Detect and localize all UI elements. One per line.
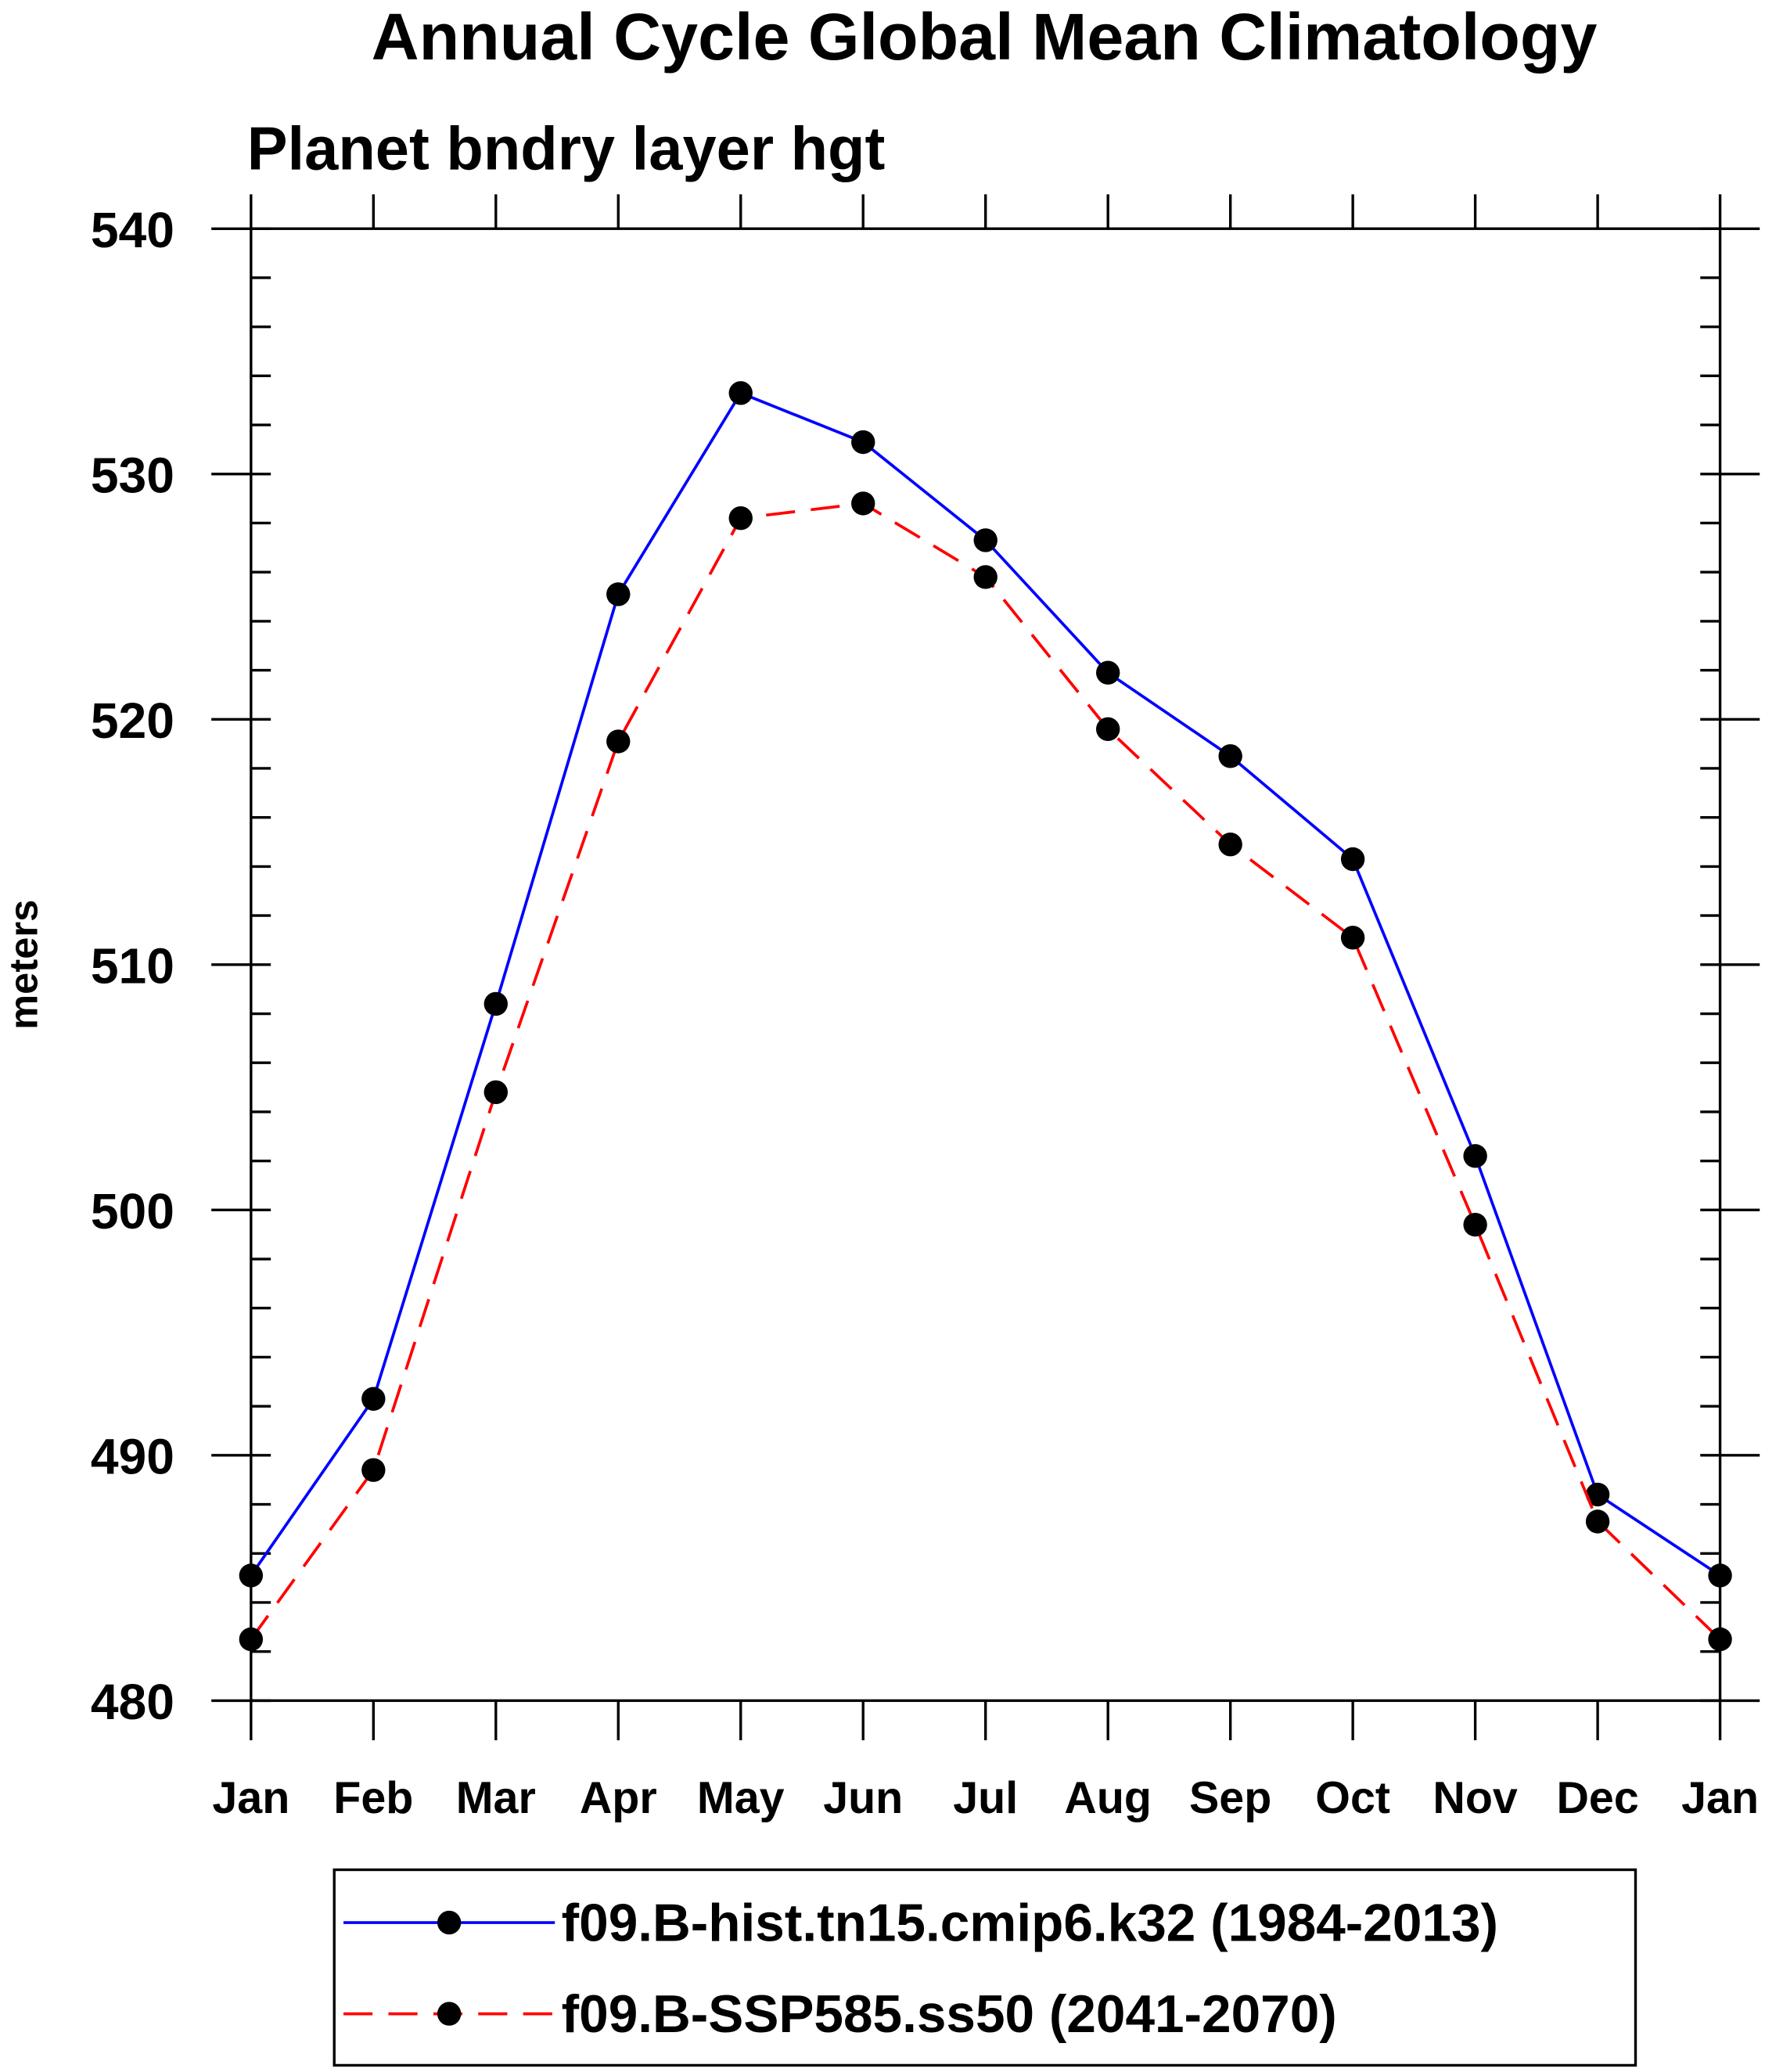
y-tick-label: 540: [91, 202, 174, 258]
x-tick-label: Aug: [1064, 1773, 1152, 1823]
x-tick-label: Jan: [212, 1773, 289, 1823]
data-point: [239, 1627, 264, 1652]
y-tick-label: 530: [91, 447, 174, 503]
data-point: [606, 582, 631, 606]
x-tick-label: Jul: [953, 1773, 1018, 1823]
data-point: [1095, 717, 1120, 742]
data-point: [1463, 1144, 1487, 1168]
data-point: [728, 506, 753, 531]
data-point: [483, 1080, 508, 1105]
y-tick-label: 520: [91, 692, 174, 749]
data-point: [1340, 847, 1365, 872]
legend-marker: [437, 1910, 462, 1935]
data-point: [728, 381, 753, 405]
data-point: [1708, 1627, 1732, 1652]
plot-frame: [250, 227, 1722, 1703]
x-tick-label: Jun: [823, 1773, 903, 1823]
data-point: [483, 991, 508, 1016]
legend-label: f09.B-SSP585.ss50 (2041-2070): [562, 1985, 1337, 2044]
y-tick-label: 490: [91, 1428, 174, 1484]
data-point: [361, 1458, 386, 1482]
x-tick-label: Apr: [580, 1773, 657, 1823]
y-axis-label: meters: [1, 900, 45, 1030]
x-tick-label: Sep: [1189, 1773, 1271, 1823]
x-tick-label: May: [697, 1773, 785, 1823]
x-tick-label: Jan: [1681, 1773, 1759, 1823]
data-point: [361, 1387, 386, 1411]
x-tick-label: Dec: [1556, 1773, 1638, 1823]
data-point: [1585, 1482, 1610, 1507]
data-point: [1585, 1509, 1610, 1534]
data-point: [851, 491, 875, 516]
data-point: [606, 729, 631, 754]
legend: f09.B-hist.tn15.cmip6.k32 (1984-2013) f09…: [333, 1868, 1637, 2067]
data-point: [973, 565, 998, 589]
y-tick-label: 480: [91, 1674, 174, 1730]
y-tick-label: 500: [91, 1183, 174, 1239]
x-tick-label: Mar: [456, 1773, 536, 1823]
chart-title: Annual Cycle Global Mean Climatology: [372, 0, 1598, 74]
series-line-2: [250, 502, 1721, 1641]
data-point: [851, 430, 875, 455]
data-point: [1708, 1563, 1732, 1588]
x-tick-label: Nov: [1432, 1773, 1518, 1823]
legend-box: [333, 1868, 1637, 2067]
data-point: [1218, 832, 1242, 857]
y-tick-label: 510: [91, 937, 174, 994]
x-tick-label: Oct: [1315, 1773, 1390, 1823]
legend-marker: [437, 2002, 462, 2026]
data-point: [973, 528, 998, 552]
data-point: [1340, 926, 1365, 950]
data-point: [1218, 744, 1242, 768]
x-tick-label: Feb: [333, 1773, 413, 1823]
data-point: [1463, 1212, 1487, 1237]
chart-subtitle: Planet bndry layer hgt: [247, 115, 886, 182]
data-point: [1095, 660, 1120, 685]
data-point: [239, 1563, 264, 1588]
legend-label: f09.B-hist.tn15.cmip6.k32 (1984-2013): [562, 1894, 1498, 1953]
